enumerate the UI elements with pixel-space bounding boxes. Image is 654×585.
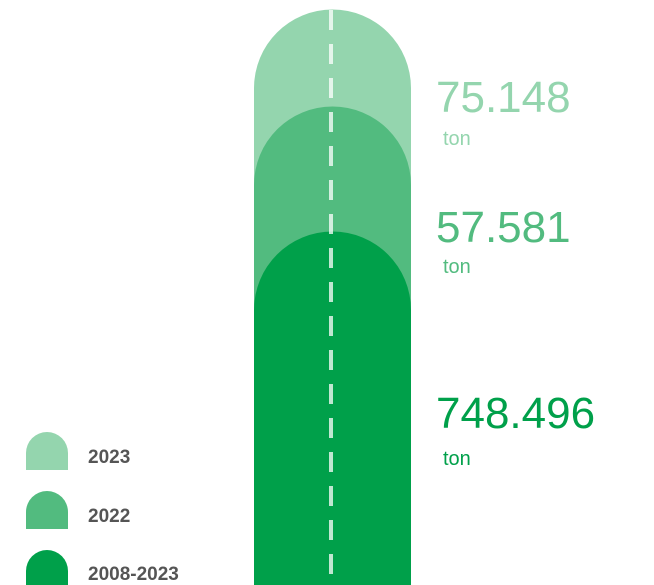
- value-2023: 75.148: [436, 73, 571, 122]
- shape-total: [254, 231, 411, 585]
- legend-label: 2008-2023: [88, 564, 179, 585]
- value-2022: 57.581: [436, 203, 571, 252]
- legend-label: 2023: [88, 447, 130, 468]
- legend-swatch: [26, 550, 68, 585]
- value-total: 748.496: [436, 389, 595, 438]
- unit-2022: ton: [443, 256, 471, 278]
- legend-swatch: [26, 432, 68, 470]
- unit-2023: ton: [443, 128, 471, 150]
- unit-total: ton: [443, 448, 471, 470]
- legend-label: 2022: [88, 506, 130, 527]
- legend-swatch: [26, 491, 68, 529]
